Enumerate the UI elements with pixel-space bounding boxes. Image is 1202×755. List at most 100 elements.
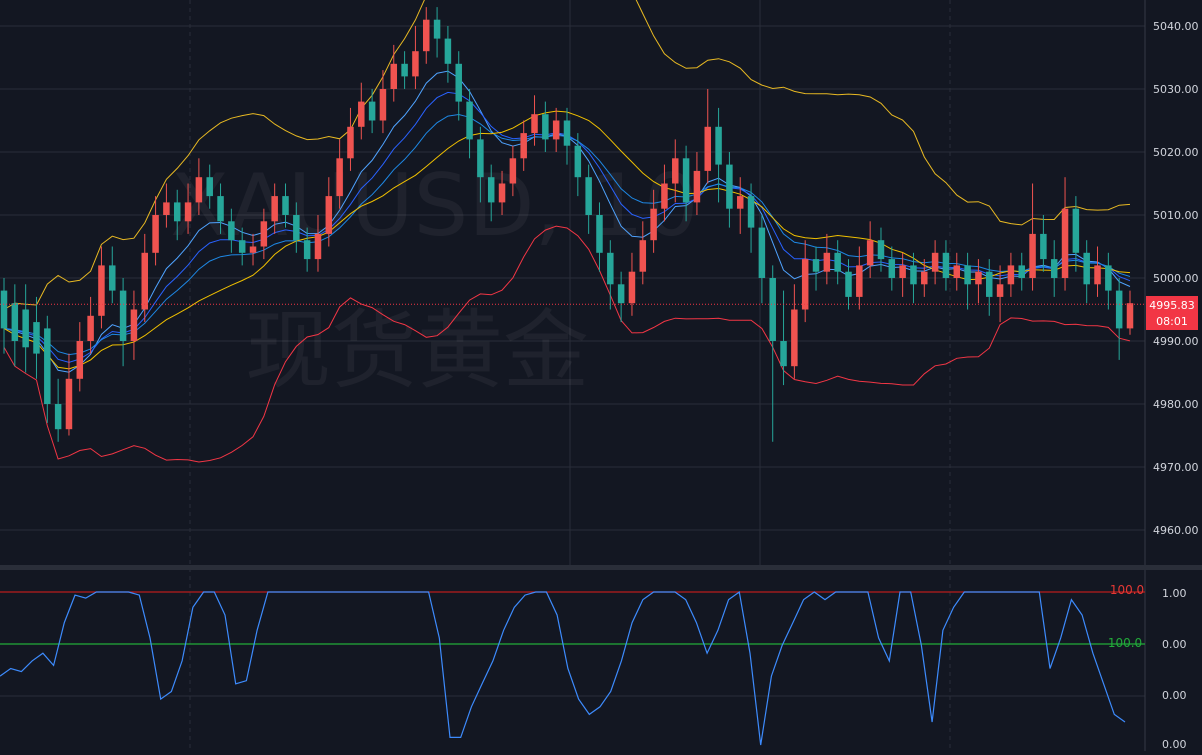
price-tick-label: 5010.00: [1153, 209, 1199, 222]
candle: [931, 240, 939, 285]
candle: [736, 177, 744, 234]
pane-separator[interactable]: [0, 565, 1202, 570]
candle: [1115, 278, 1123, 360]
bollinger-bands: [3, 0, 1131, 463]
candle: [22, 284, 29, 373]
candle: [109, 246, 116, 304]
candle: [769, 265, 776, 442]
candle: [715, 107, 722, 203]
candle: [433, 7, 441, 58]
candle: [823, 233, 831, 285]
osc-lower-label: 100.0: [1108, 636, 1142, 650]
candle: [358, 82, 365, 140]
candle: [856, 246, 863, 310]
osc-tick-label: 1.00: [1162, 587, 1187, 600]
price-tick-label: 4980.00: [1153, 398, 1199, 411]
candle: [975, 259, 982, 304]
candle: [791, 284, 798, 379]
candle: [1094, 246, 1101, 297]
candle: [607, 240, 614, 310]
candle: [325, 177, 333, 247]
candle: [1126, 290, 1134, 335]
candle: [217, 183, 224, 234]
candle: [228, 208, 235, 253]
candle: [44, 315, 51, 423]
candle: [1050, 240, 1058, 297]
candle: [33, 296, 40, 379]
watermark: XAUUSD, 10 现货黄金: [170, 156, 699, 401]
candle: [801, 240, 809, 323]
candle: [758, 215, 766, 304]
candle: [1072, 196, 1080, 272]
watermark-name: 现货黄金: [245, 301, 589, 401]
candle: [542, 101, 549, 152]
price-axis[interactable]: 5040.00 5030.00 5020.00 5010.00 5000.00 4990.…: [1153, 20, 1199, 537]
candle: [964, 252, 971, 310]
candle: [910, 252, 917, 304]
candle: [455, 51, 462, 121]
candle: [314, 215, 322, 272]
candle: [942, 240, 950, 291]
candle: [628, 252, 636, 316]
candle: [780, 290, 787, 386]
candle: [141, 233, 148, 323]
candle: [921, 259, 928, 297]
candle: [1029, 183, 1036, 291]
candle: [282, 183, 289, 228]
candle: [336, 139, 343, 209]
osc-tick-label: 0.00: [1162, 738, 1187, 751]
candle: [98, 246, 105, 329]
candle: [552, 107, 560, 152]
candle: [119, 278, 127, 367]
candle: [1007, 252, 1015, 297]
candle: [747, 183, 755, 253]
candle: [466, 89, 473, 159]
candle: [498, 170, 506, 215]
candle: [834, 240, 841, 285]
candle: [195, 158, 203, 215]
candle: [423, 7, 430, 64]
candle: [87, 296, 94, 354]
candle: [1061, 177, 1069, 291]
oscillator-axis[interactable]: 1.00 0.00 0.00 0.00: [1162, 587, 1187, 751]
candles: [0, 7, 1134, 442]
candle: [11, 284, 19, 367]
price-tick-label: 4970.00: [1153, 461, 1199, 474]
candle: [596, 202, 603, 272]
last-price-tag: 4995.83 08:01: [1146, 296, 1198, 330]
candle: [617, 271, 625, 323]
candle: [184, 183, 192, 234]
candle: [1105, 252, 1112, 310]
watermark-symbol: XAUUSD, 10: [170, 156, 699, 256]
candle: [76, 322, 84, 392]
bollinger-lower: [3, 225, 1131, 463]
price-tick-label: 5020.00: [1153, 146, 1199, 159]
oscillator-line: [0, 590, 1126, 746]
candle: [650, 189, 657, 253]
candle: [661, 164, 668, 222]
price-tick-label: 5040.00: [1153, 20, 1199, 33]
candle: [877, 227, 885, 272]
price-tick-label: 5030.00: [1153, 83, 1199, 96]
candle: [65, 353, 73, 436]
candle: [206, 164, 213, 209]
osc-tick-label: 0.00: [1162, 638, 1187, 651]
candle: [693, 152, 701, 215]
candle: [1018, 252, 1025, 291]
candle: [639, 221, 647, 285]
oscillator-pane: [0, 590, 1145, 746]
candle: [163, 183, 170, 228]
candle: [1040, 215, 1047, 272]
candle: [390, 44, 398, 102]
candle: [347, 107, 354, 171]
osc-upper-label: 100.0: [1110, 583, 1144, 597]
candle: [996, 265, 1004, 323]
price-tick-label: 4990.00: [1153, 335, 1199, 348]
bollinger-upper: [3, 0, 1131, 310]
last-price-value: 4995.83: [1149, 299, 1195, 312]
candle: [260, 208, 268, 260]
candle: [866, 221, 874, 278]
